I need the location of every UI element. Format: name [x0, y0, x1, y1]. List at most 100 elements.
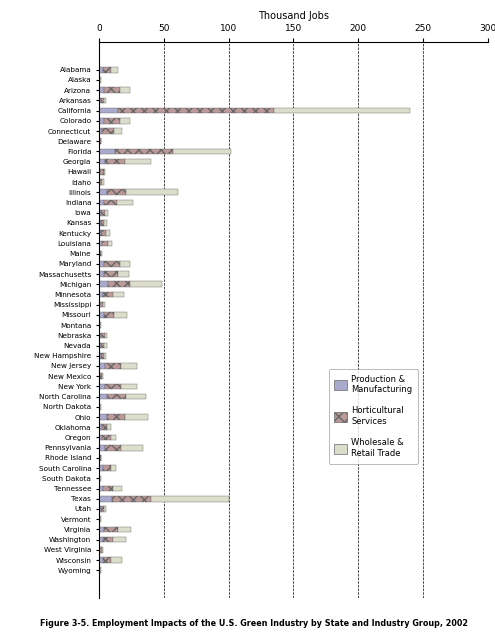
Bar: [99, 282, 108, 287]
Bar: [103, 465, 111, 471]
Bar: [99, 496, 112, 502]
Bar: [99, 343, 100, 348]
Bar: [99, 445, 105, 451]
Bar: [99, 97, 101, 103]
Bar: [102, 424, 107, 430]
Bar: [100, 179, 102, 185]
Bar: [107, 424, 111, 430]
Bar: [101, 506, 104, 512]
Bar: [111, 435, 116, 440]
Bar: [99, 302, 100, 307]
Bar: [102, 547, 103, 553]
Bar: [100, 343, 104, 348]
Bar: [104, 527, 118, 532]
Bar: [99, 557, 103, 563]
Bar: [118, 108, 274, 113]
Bar: [103, 537, 113, 543]
Bar: [130, 282, 162, 287]
Bar: [99, 261, 104, 267]
Bar: [99, 210, 101, 216]
Bar: [126, 394, 146, 399]
Bar: [99, 179, 100, 185]
Bar: [113, 292, 124, 297]
Bar: [113, 486, 122, 492]
Bar: [99, 465, 103, 471]
Bar: [99, 424, 102, 430]
Bar: [106, 230, 110, 236]
Bar: [173, 148, 231, 154]
Bar: [103, 486, 113, 492]
Bar: [104, 353, 106, 358]
Bar: [104, 220, 107, 226]
Bar: [118, 271, 129, 277]
Bar: [105, 159, 125, 164]
Bar: [99, 363, 105, 369]
Bar: [107, 189, 126, 195]
Bar: [108, 241, 112, 246]
Bar: [104, 261, 120, 267]
Bar: [99, 373, 100, 379]
Bar: [99, 251, 101, 257]
Bar: [105, 383, 121, 389]
Bar: [107, 394, 126, 399]
Bar: [113, 537, 126, 543]
Bar: [104, 87, 120, 93]
Bar: [107, 414, 125, 420]
Bar: [104, 343, 107, 348]
Bar: [99, 455, 100, 461]
Bar: [99, 220, 100, 226]
Bar: [118, 527, 131, 532]
Bar: [99, 292, 103, 297]
Bar: [114, 128, 122, 134]
Bar: [104, 506, 106, 512]
Bar: [103, 169, 104, 175]
Bar: [111, 557, 122, 563]
Bar: [102, 128, 114, 134]
Bar: [103, 557, 111, 563]
Bar: [99, 241, 101, 246]
Bar: [104, 118, 120, 124]
Bar: [104, 97, 106, 103]
Bar: [101, 251, 102, 257]
Bar: [125, 414, 148, 420]
Bar: [114, 312, 127, 317]
Bar: [99, 189, 107, 195]
Bar: [99, 404, 100, 410]
Bar: [111, 67, 118, 72]
Bar: [100, 547, 102, 553]
Bar: [100, 353, 104, 358]
Text: Figure 3-5. Employment Impacts of the U.S. Green Industry by State and Industry : Figure 3-5. Employment Impacts of the U.…: [40, 620, 468, 628]
Bar: [99, 414, 107, 420]
Bar: [108, 282, 130, 287]
Bar: [103, 302, 105, 307]
Bar: [99, 87, 104, 93]
Bar: [99, 148, 114, 154]
Bar: [101, 97, 104, 103]
Bar: [126, 189, 178, 195]
Bar: [112, 496, 151, 502]
Bar: [99, 323, 100, 328]
Bar: [102, 435, 111, 440]
Bar: [99, 159, 105, 164]
Bar: [99, 169, 100, 175]
Bar: [120, 118, 130, 124]
Bar: [99, 527, 104, 532]
Bar: [103, 292, 113, 297]
Bar: [121, 445, 143, 451]
Bar: [125, 159, 151, 164]
Bar: [99, 506, 101, 512]
Bar: [99, 383, 105, 389]
Bar: [120, 261, 130, 267]
Bar: [99, 333, 101, 338]
Bar: [102, 179, 103, 185]
Bar: [274, 108, 410, 113]
Bar: [104, 200, 117, 205]
Bar: [105, 445, 121, 451]
Bar: [105, 333, 107, 338]
Bar: [105, 210, 108, 216]
Bar: [114, 148, 173, 154]
Bar: [121, 363, 137, 369]
Bar: [100, 220, 104, 226]
Bar: [103, 67, 111, 72]
Bar: [99, 476, 100, 481]
